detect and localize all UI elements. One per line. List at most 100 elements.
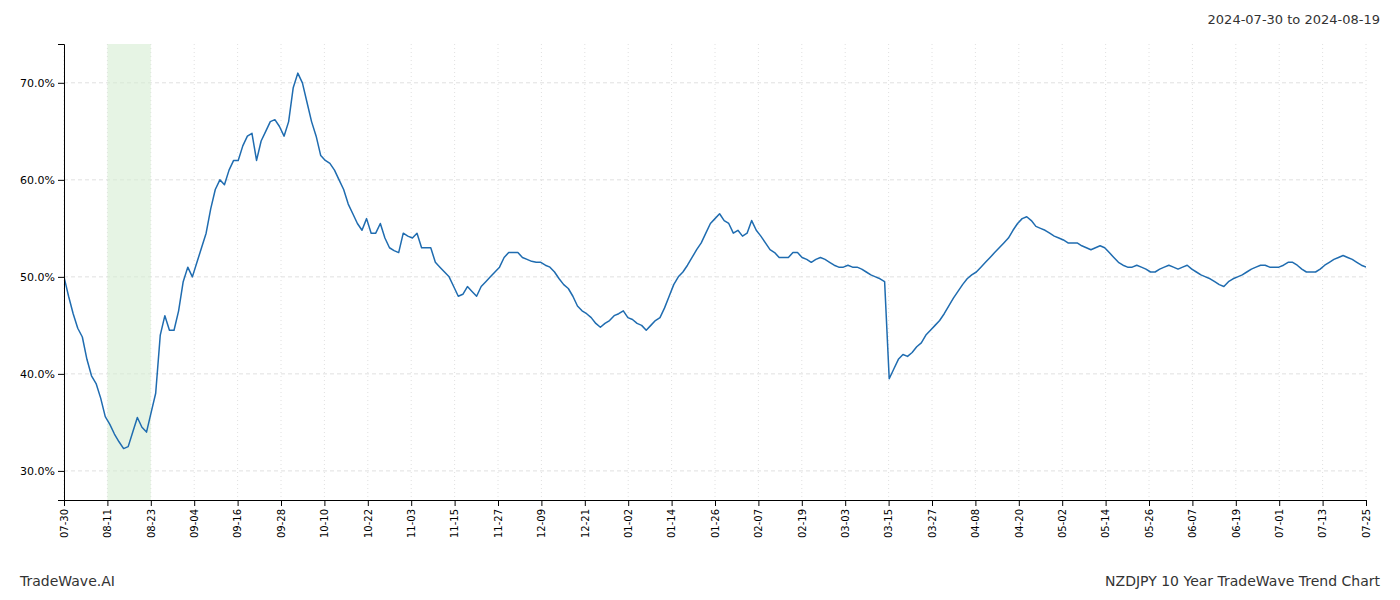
x-grid-line <box>411 44 412 500</box>
x-tick: 04-08 <box>970 500 981 538</box>
x-tick-label: 06-07 <box>1187 509 1198 538</box>
x-tick: 12-21 <box>580 500 591 538</box>
x-tick: 09-16 <box>232 500 243 538</box>
x-tick: 07-01 <box>1274 500 1285 538</box>
y-tick: 60.0% <box>20 174 64 187</box>
x-tick-mark <box>194 500 195 506</box>
x-tick: 07-30 <box>59 500 70 538</box>
y-tick-label: 60.0% <box>20 174 55 187</box>
x-tick-mark <box>1019 500 1020 506</box>
x-tick: 08-11 <box>102 500 113 538</box>
x-tick-mark <box>411 500 412 506</box>
x-tick-mark <box>1323 500 1324 506</box>
x-tick-mark <box>758 500 759 506</box>
y-grid-line <box>64 373 1366 374</box>
x-tick-label: 03-27 <box>927 509 938 538</box>
x-tick-mark <box>1062 500 1063 506</box>
x-tick-label: 05-02 <box>1057 509 1068 538</box>
x-tick-label: 10-10 <box>319 509 330 538</box>
x-tick-mark <box>1279 500 1280 506</box>
x-grid-line <box>1192 44 1193 500</box>
x-grid-line <box>498 44 499 500</box>
x-tick: 05-26 <box>1144 500 1155 538</box>
x-tick-label: 05-26 <box>1144 509 1155 538</box>
y-tick-label: 30.0% <box>20 465 55 478</box>
chart: 07-30 08-11 08-23 09-04 09-16 09-28 10-10 10-22… <box>0 0 1400 600</box>
y-axis-line <box>58 45 65 501</box>
x-tick: 04-20 <box>1014 500 1025 538</box>
x-grid-line <box>715 44 716 500</box>
x-tick-mark <box>672 500 673 506</box>
x-grid-line <box>845 44 846 500</box>
x-tick-label: 02-19 <box>797 509 808 538</box>
x-tick-label: 09-16 <box>232 509 243 538</box>
x-tick-mark <box>585 500 586 506</box>
x-grid-line <box>281 44 282 500</box>
x-tick: 07-13 <box>1317 500 1328 538</box>
plot: 07-30 08-11 08-23 09-04 09-16 09-28 10-10 10-22… <box>20 44 1372 538</box>
x-tick-mark <box>1106 500 1107 506</box>
x-grid-line <box>888 44 889 500</box>
x-tick: 01-26 <box>710 500 721 538</box>
x-tick: 05-02 <box>1057 500 1068 538</box>
x-tick-label: 09-04 <box>189 509 200 538</box>
x-grid-line <box>454 44 455 500</box>
x-tick: 02-19 <box>797 500 808 538</box>
x-tick-label: 04-20 <box>1014 509 1025 538</box>
x-tick: 03-03 <box>840 500 851 538</box>
y-tick-mark <box>58 83 64 84</box>
x-grid-line <box>932 44 933 500</box>
x-tick: 01-14 <box>666 500 677 538</box>
x-grid-line <box>584 44 585 500</box>
x-tick: 09-28 <box>276 500 287 538</box>
x-tick: 11-27 <box>493 500 504 538</box>
x-tick-mark <box>802 500 803 506</box>
x-tick-mark <box>238 500 239 506</box>
x-tick-label: 01-26 <box>710 509 721 538</box>
x-tick: 09-04 <box>189 500 200 538</box>
y-grid-line <box>64 82 1366 83</box>
y-tick: 40.0% <box>20 368 64 381</box>
y-tick-label: 40.0% <box>20 368 55 381</box>
title: 2024-07-30 to 2024-08-19 <box>1208 12 1380 27</box>
x-tick-label: 11-15 <box>449 509 460 538</box>
x-tick: 08-23 <box>146 500 157 538</box>
x-tick-label: 07-01 <box>1274 509 1285 538</box>
y-tick: 70.0% <box>20 77 64 90</box>
x-tick: 10-10 <box>319 500 330 538</box>
x-tick-label: 03-03 <box>840 509 851 538</box>
y-tick-mark <box>58 180 64 181</box>
x-tick-mark <box>324 500 325 506</box>
y-axis: 30.0% 40.0% 50.0% 60.0% 70.0% <box>20 45 64 501</box>
grid <box>64 44 1366 500</box>
annotation: NZDJPY 10 Year TradeWave Trend Chart <box>1105 573 1380 589</box>
x-grid-line <box>628 44 629 500</box>
x-grid-line <box>1235 44 1236 500</box>
x-tick: 03-15 <box>883 500 894 538</box>
y-tick-label: 70.0% <box>20 77 55 90</box>
x-tick-mark <box>975 500 976 506</box>
x-tick-mark <box>151 500 152 506</box>
x-tick-label: 08-23 <box>146 509 157 538</box>
x-tick-label: 01-14 <box>666 509 677 538</box>
x-tick: 12-09 <box>536 500 547 538</box>
x-tick-mark <box>628 500 629 506</box>
x-tick: 07-25 <box>1361 500 1372 538</box>
x-tick: 10-22 <box>363 500 374 538</box>
x-tick-label: 09-28 <box>276 509 287 538</box>
x-tick-mark <box>498 500 499 506</box>
line <box>64 73 1366 448</box>
x-grid-line <box>367 44 368 500</box>
x-tick-label: 01-02 <box>623 509 634 538</box>
x-tick-mark <box>932 500 933 506</box>
x-tick-mark <box>1192 500 1193 506</box>
x-axis-line <box>65 501 1367 507</box>
x-tick-label: 08-11 <box>102 509 113 538</box>
data-area <box>64 44 1366 500</box>
x-grid-line <box>801 44 802 500</box>
y-tick: 50.0% <box>20 271 64 284</box>
x-tick-label: 04-08 <box>970 509 981 538</box>
x-tick-label: 11-03 <box>406 509 417 538</box>
x-tick-mark <box>1236 500 1237 506</box>
x-tick: 11-03 <box>406 500 417 538</box>
